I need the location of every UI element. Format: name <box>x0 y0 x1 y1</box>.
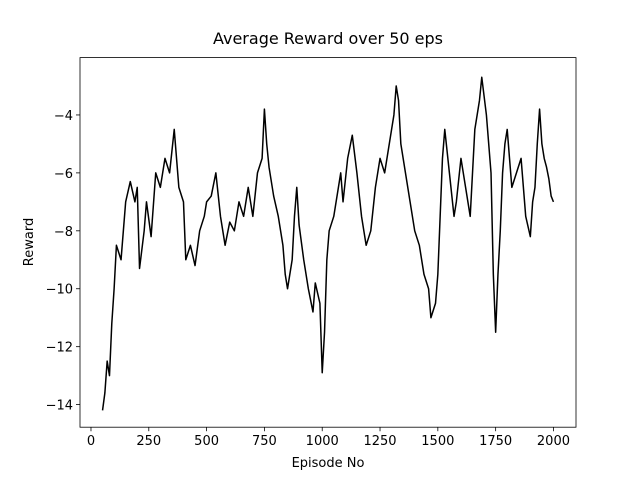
x-tick-label: 500 <box>194 434 219 449</box>
y-tick-label: −10 <box>46 283 73 298</box>
x-tick-label: 250 <box>136 434 161 449</box>
line-series <box>101 76 555 411</box>
x-tick-label: 1250 <box>363 434 396 449</box>
x-axis-label: Episode No <box>292 456 365 471</box>
x-tick-label: 0 <box>87 434 95 449</box>
y-tick-label: −14 <box>46 399 73 414</box>
y-axis-label: Reward <box>22 218 37 266</box>
plot-frame <box>79 57 577 428</box>
y-tick-label: −8 <box>54 225 73 240</box>
x-tick-label: 1500 <box>421 434 454 449</box>
y-tick-label: −4 <box>54 109 73 124</box>
x-tick-label: 750 <box>252 434 277 449</box>
y-tick-label: −6 <box>54 167 73 182</box>
x-tick-label: 2000 <box>537 434 570 449</box>
x-tick-label: 1000 <box>306 434 339 449</box>
chart-title: Average Reward over 50 eps <box>213 29 443 48</box>
y-tick-label: −12 <box>46 341 73 356</box>
x-tick-label: 1750 <box>479 434 512 449</box>
